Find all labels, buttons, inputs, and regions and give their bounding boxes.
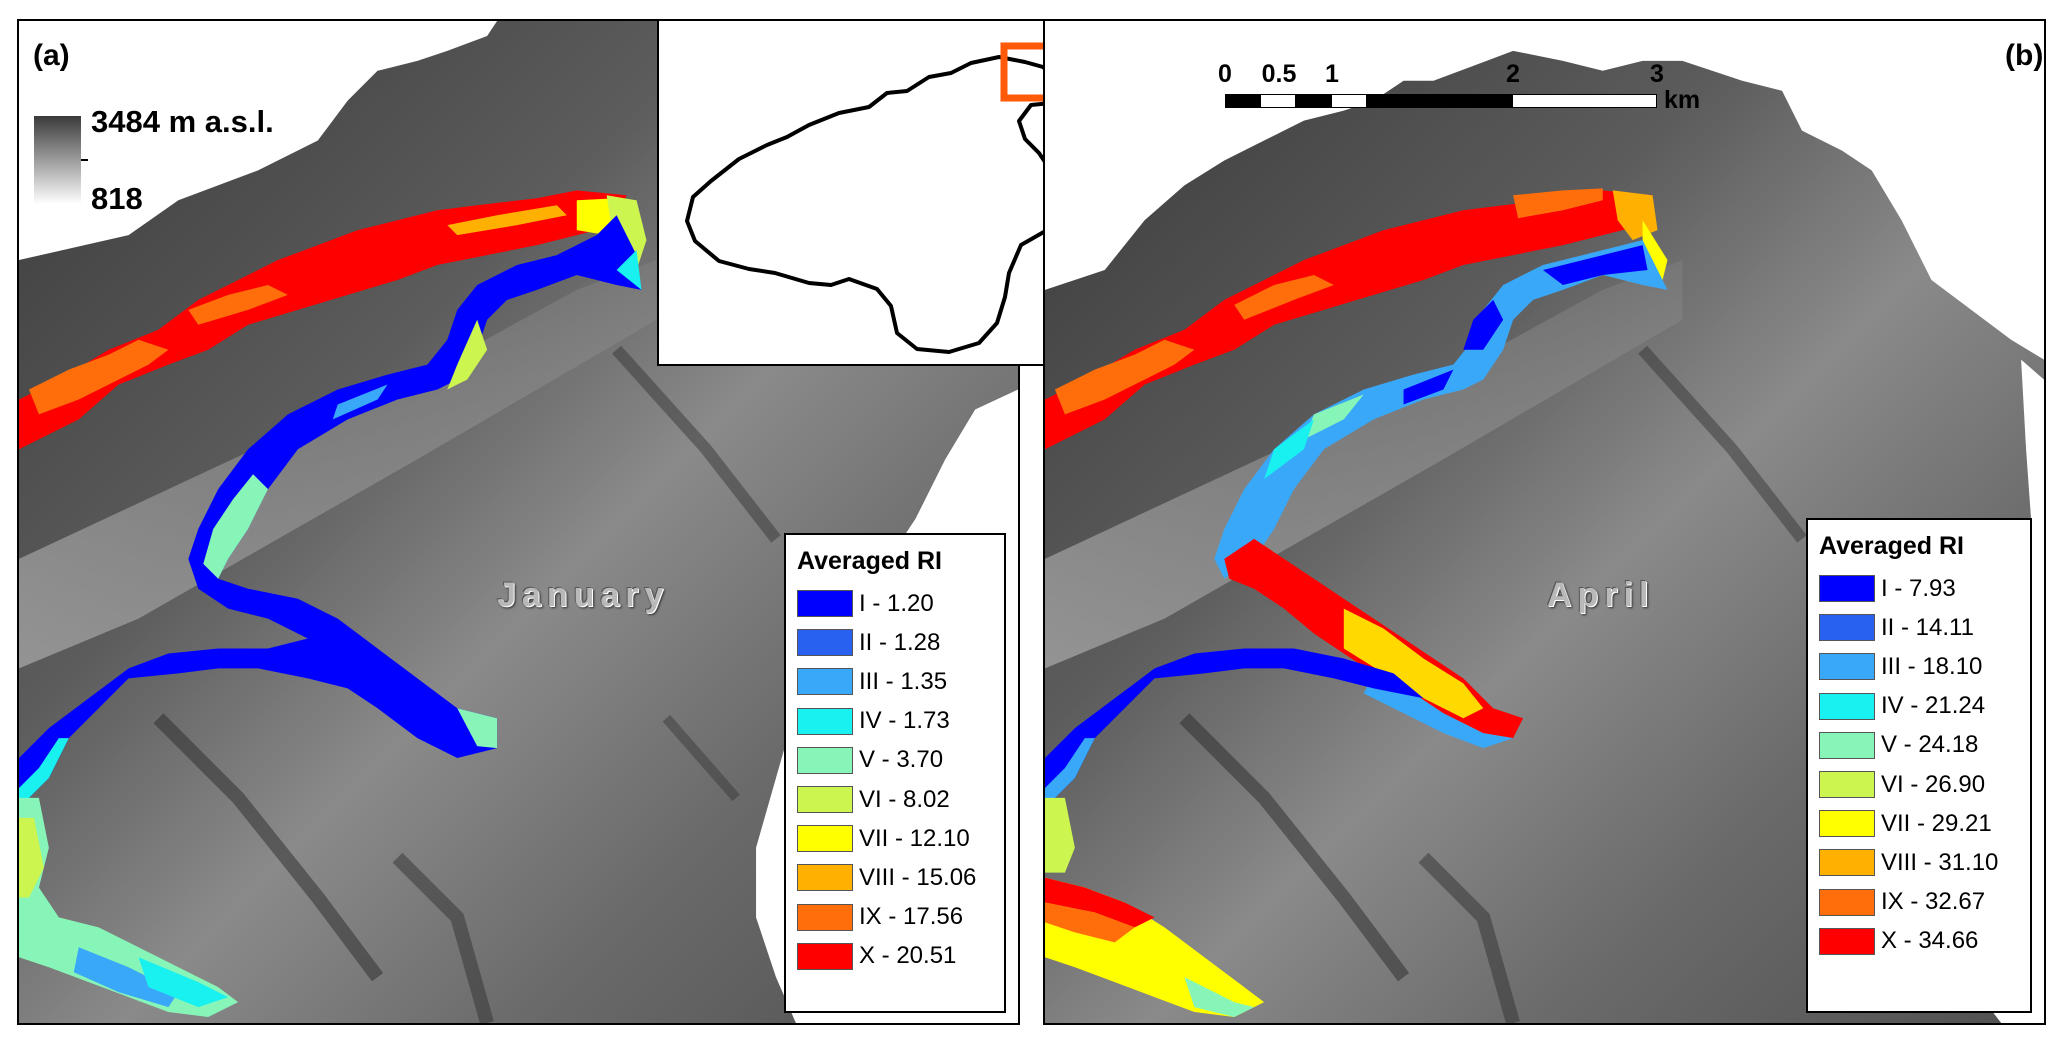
- legend-swatch: [1819, 810, 1875, 838]
- legend-swatch: [797, 942, 853, 970]
- legend-swatch: [797, 825, 853, 853]
- legend-label: IX - 32.67: [1881, 888, 1986, 916]
- elevation-tick: [81, 159, 88, 161]
- map-panel-april: (b) April Averaged RI I - 7.93 II - 14.1…: [1043, 19, 2046, 1025]
- legend-item: III - 18.10: [1819, 647, 2020, 686]
- legend-label: I - 7.93: [1881, 574, 1956, 602]
- legend-swatch: [1819, 849, 1875, 877]
- legend-item: V - 3.70: [797, 741, 994, 780]
- month-label-b: April: [1547, 576, 1655, 614]
- scale-segment: [1512, 94, 1657, 108]
- legend-label: VII - 12.10: [859, 824, 970, 852]
- legend-item: X - 34.66: [1819, 922, 2020, 961]
- scale-label: 2: [1506, 60, 1520, 88]
- legend-label: II - 14.11: [1881, 613, 1974, 641]
- legend-label: VI - 8.02: [859, 785, 950, 813]
- scale-label: 3: [1650, 60, 1664, 88]
- elevation-min-label: 818: [91, 181, 143, 216]
- scale-label: 1: [1325, 60, 1339, 88]
- legend-swatch: [1819, 575, 1875, 603]
- legend-item: IV - 1.73: [797, 702, 994, 741]
- scale-label: 0.5: [1261, 60, 1297, 88]
- legend-label: VII - 29.21: [1881, 809, 1992, 837]
- legend-label: V - 24.18: [1881, 731, 1979, 759]
- legend-swatch: [797, 590, 853, 618]
- legend-item: IX - 32.67: [1819, 883, 2020, 922]
- catchment-outline: [685, 42, 1067, 354]
- legend-swatch: [797, 746, 853, 774]
- legend-item: VI - 8.02: [797, 780, 994, 819]
- legend-item: VII - 12.10: [797, 819, 994, 858]
- scale-segment: [1331, 94, 1367, 108]
- legend-swatch: [1819, 653, 1875, 681]
- scale-segment: [1260, 94, 1296, 108]
- legend-swatch: [797, 786, 853, 814]
- scale-segment: [1366, 94, 1513, 108]
- legend-item: VII - 29.21: [1819, 804, 2020, 843]
- legend-b: Averaged RI I - 7.93 II - 14.11 III - 18…: [1806, 518, 2032, 1013]
- legend-a: Averaged RI I - 1.20 II - 1.28 III - 1.3…: [784, 533, 1006, 1013]
- legend-item: IX - 17.56: [797, 898, 994, 937]
- scale-unit: km: [1664, 86, 1701, 114]
- legend-item: VIII - 31.10: [1819, 843, 2020, 882]
- legend-item: III - 1.35: [797, 662, 994, 701]
- scale-segment: [1295, 94, 1332, 108]
- scale-segment: [1225, 94, 1261, 108]
- legend-swatch: [797, 864, 853, 892]
- legend-item: VI - 26.90: [1819, 765, 2020, 804]
- legend-item: II - 14.11: [1819, 608, 2020, 647]
- legend-label: I - 1.20: [859, 589, 934, 617]
- legend-label: X - 20.51: [859, 942, 957, 970]
- legend-label: IV - 1.73: [859, 707, 950, 735]
- legend-label: IX - 17.56: [859, 903, 964, 931]
- legend-swatch: [1819, 614, 1875, 642]
- legend-title-b: Averaged RI: [1819, 532, 1964, 560]
- legend-swatch: [1819, 692, 1875, 720]
- legend-swatch: [797, 707, 853, 735]
- legend-label: X - 34.66: [1881, 927, 1979, 955]
- legend-label: III - 18.10: [1881, 652, 1983, 680]
- legend-swatch: [1819, 731, 1875, 759]
- legend-swatch: [797, 629, 853, 657]
- legend-swatch: [1819, 771, 1875, 799]
- legend-label: VIII - 31.10: [1881, 848, 1999, 876]
- inset-locator-map: [657, 19, 1107, 366]
- panel-tag-a: (a): [33, 39, 70, 72]
- legend-item: V - 24.18: [1819, 726, 2020, 765]
- legend-swatch: [797, 903, 853, 931]
- legend-item: I - 7.93: [1819, 569, 2020, 608]
- terrain-hillshade-b: [1045, 50, 2044, 1023]
- legend-label: VI - 26.90: [1881, 770, 1986, 798]
- panel-tag-b: (b): [2005, 39, 2044, 72]
- elevation-max-label: 3484 m a.s.l.: [91, 104, 274, 139]
- legend-label: III - 1.35: [859, 667, 948, 695]
- legend-swatch: [1819, 888, 1875, 916]
- legend-item: I - 1.20: [797, 584, 994, 623]
- legend-label: V - 3.70: [859, 746, 944, 774]
- scale-label: 0: [1218, 60, 1232, 88]
- legend-label: VIII - 15.06: [859, 863, 977, 891]
- elevation-gradient-bar: [34, 116, 81, 204]
- scale-bar: 0 0.5 1 2 3 km: [1218, 60, 1700, 120]
- legend-label: IV - 21.24: [1881, 692, 1986, 720]
- legend-title-a: Averaged RI: [797, 547, 942, 575]
- legend-swatch: [1819, 927, 1875, 955]
- legend-label: II - 1.28: [859, 628, 941, 656]
- legend-item: VIII - 15.06: [797, 858, 994, 897]
- legend-item: II - 1.28: [797, 623, 994, 662]
- legend-item: X - 20.51: [797, 937, 994, 976]
- month-label-a: January: [497, 576, 670, 614]
- legend-item: IV - 21.24: [1819, 687, 2020, 726]
- legend-swatch: [797, 668, 853, 696]
